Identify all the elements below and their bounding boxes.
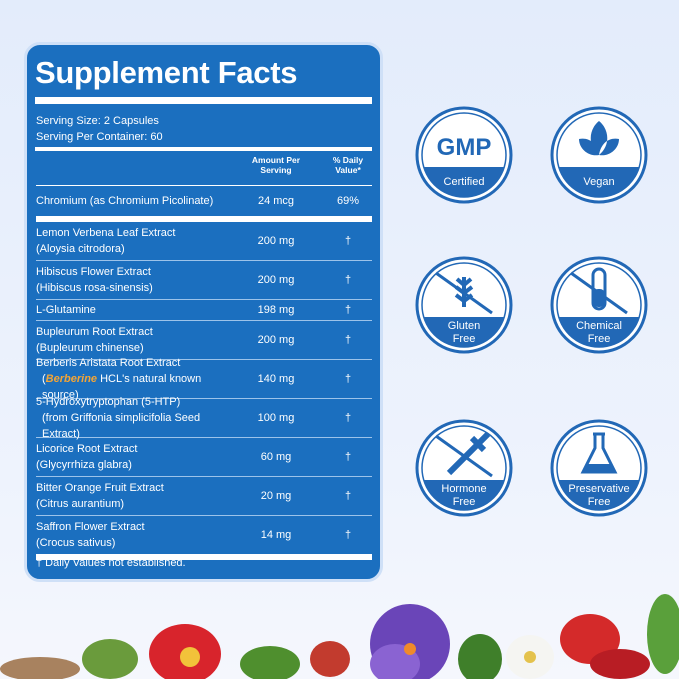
badge-text: Free [453,496,476,508]
table-row: L-Glutamine 198 mg † [36,300,372,321]
ingredient: Chromium (as Chromium Picolinate) [36,193,228,209]
amount: 100 mg [257,412,295,424]
badge-text: Free [588,496,611,508]
amount: 20 mg [260,490,292,502]
serving-info: Serving Size: 2 Capsules Serving Per Con… [36,113,163,145]
ingredient: Bitter Orange Fruit Extract (Citrus auran… [36,480,228,512]
table-row: Saffron Flower Extract (Crocus sativus) 14… [36,516,372,560]
header-cell: % Daily Value* [324,155,372,185]
ingredient-line: (Hibiscus rosa-sinensis) [36,282,153,294]
facts-table: Amount Per Serving% Daily Value* Chromium (… [36,155,372,560]
ingredient-line: L-Glutamine [36,304,96,316]
badge-text: GMP [437,134,492,161]
daily-value: † [344,529,352,541]
supplement-facts-panel: Supplement Facts Serving Size: 2 Capsule… [24,42,383,582]
badge-text: Hormone [441,483,486,495]
divider [35,97,372,104]
header-cell: Amount Per Serving [228,155,324,185]
ingredient-line: (Berberine HCL's natural known source) [36,371,228,403]
amount: 198 mg [257,304,295,316]
header-line: Serving [260,165,292,175]
ingredient-line: (Aloysia citrodora) [36,243,125,255]
amount: 60 mg [260,451,292,463]
flower-decoration [0,594,679,679]
daily-value: † [344,490,352,502]
text-segment: HCL's natural known source) [42,373,202,401]
header-spacer [36,155,228,185]
daily-value: † [344,304,352,316]
table-row: Bitter Orange Fruit Extract (Citrus auran… [36,477,372,516]
ingredient: Saffron Flower Extract (Crocus sativus) [36,519,228,551]
ingredient: Licorice Root Extract (Glycyrrhiza glabra… [36,441,228,473]
divider [35,147,372,151]
ingredient-line: Lemon Verbena Leaf Extract [36,227,176,239]
highlight: Berberine [45,373,98,385]
ingredient-line: 5-Hydroxytryptophan (5-HTP) [36,396,181,408]
amount: 200 mg [257,274,295,286]
daily-value: 69% [336,195,360,207]
ingredient: Bupleurum Root Extract (Bupleurum chinens… [36,324,228,356]
ingredient: L-Glutamine [36,302,228,318]
ingredient-line: (Citrus aurantium) [36,498,125,510]
badge: GMP Certified [415,106,513,204]
ingredient: Hibiscus Flower Extract (Hibiscus rosa-si… [36,264,228,296]
badge-text: Vegan [583,176,614,188]
table-row: Berberis Aristata Root Extract (Berberine… [36,357,372,401]
table-row: Chromium (as Chromium Picolinate) 24 mcg 6… [36,186,372,222]
ingredient-line: Hibiscus Flower Extract [36,266,151,278]
table-row: Licorice Root Extract (Glycyrrhiza glabra… [36,438,372,477]
table-header: Amount Per Serving% Daily Value* [36,155,372,186]
header-line: Amount Per [251,155,301,165]
amount: 24 mcg [257,195,295,207]
badge-text: Certified [444,176,485,188]
badge-text: Free [588,333,611,345]
ingredient-line: Saffron Flower Extract [36,521,145,533]
amount: 200 mg [257,334,295,346]
ingredient: 5-Hydroxytryptophan (5-HTP) (from Griffon… [36,394,228,442]
amount: 200 mg [257,235,295,247]
ingredient-line: Licorice Root Extract [36,443,138,455]
ingredient-line: (Bupleurum chinense) [36,342,144,354]
daily-value: † [344,373,352,385]
serving-line: Serving Per Container: 60 [36,131,163,143]
footnote: † Daily Values not established. [36,557,186,569]
table-row: Hibiscus Flower Extract (Hibiscus rosa-si… [36,261,372,300]
badge-text: Preservative [568,483,629,495]
ingredient-line: (Glycyrrhiza glabra) [36,459,132,471]
badge-text: Free [453,333,476,345]
title: Supplement Facts [35,55,298,90]
serving-line: Serving Size: 2 Capsules [36,115,159,127]
text-segment: ( [42,373,46,385]
badge: Vegan [550,106,648,204]
daily-value: † [344,412,352,424]
ingredient: Lemon Verbena Leaf Extract (Aloysia citro… [36,225,228,257]
table-row: Lemon Verbena Leaf Extract (Aloysia citro… [36,222,372,261]
table-row: Bupleurum Root Extract (Bupleurum chinens… [36,321,372,360]
daily-value: † [344,274,352,286]
daily-value: † [344,451,352,463]
amount: 14 mg [260,529,292,541]
table-row: 5-Hydroxytryptophan (5-HTP) (from Griffon… [36,396,372,440]
header-line: Value* [335,165,361,175]
ingredient-line: Bupleurum Root Extract [36,326,153,338]
ingredient-line: (Crocus sativus) [36,537,116,549]
amount: 140 mg [257,373,295,385]
ingredient-line: (from Griffonia simplicifolia Seed Extra… [42,412,201,440]
daily-value: † [344,235,352,247]
ingredient: Berberis Aristata Root Extract (Berberine… [36,355,228,403]
header-line: % Daily [332,155,364,165]
ingredient-line: Berberis Aristata Root Extract [36,357,181,369]
badge-text: Chemical [576,320,622,332]
daily-value: † [344,334,352,346]
ingredient-line: Bitter Orange Fruit Extract [36,482,164,494]
badge-text: Gluten [448,320,480,332]
ingredient-line: Chromium (as Chromium Picolinate) [36,195,214,207]
